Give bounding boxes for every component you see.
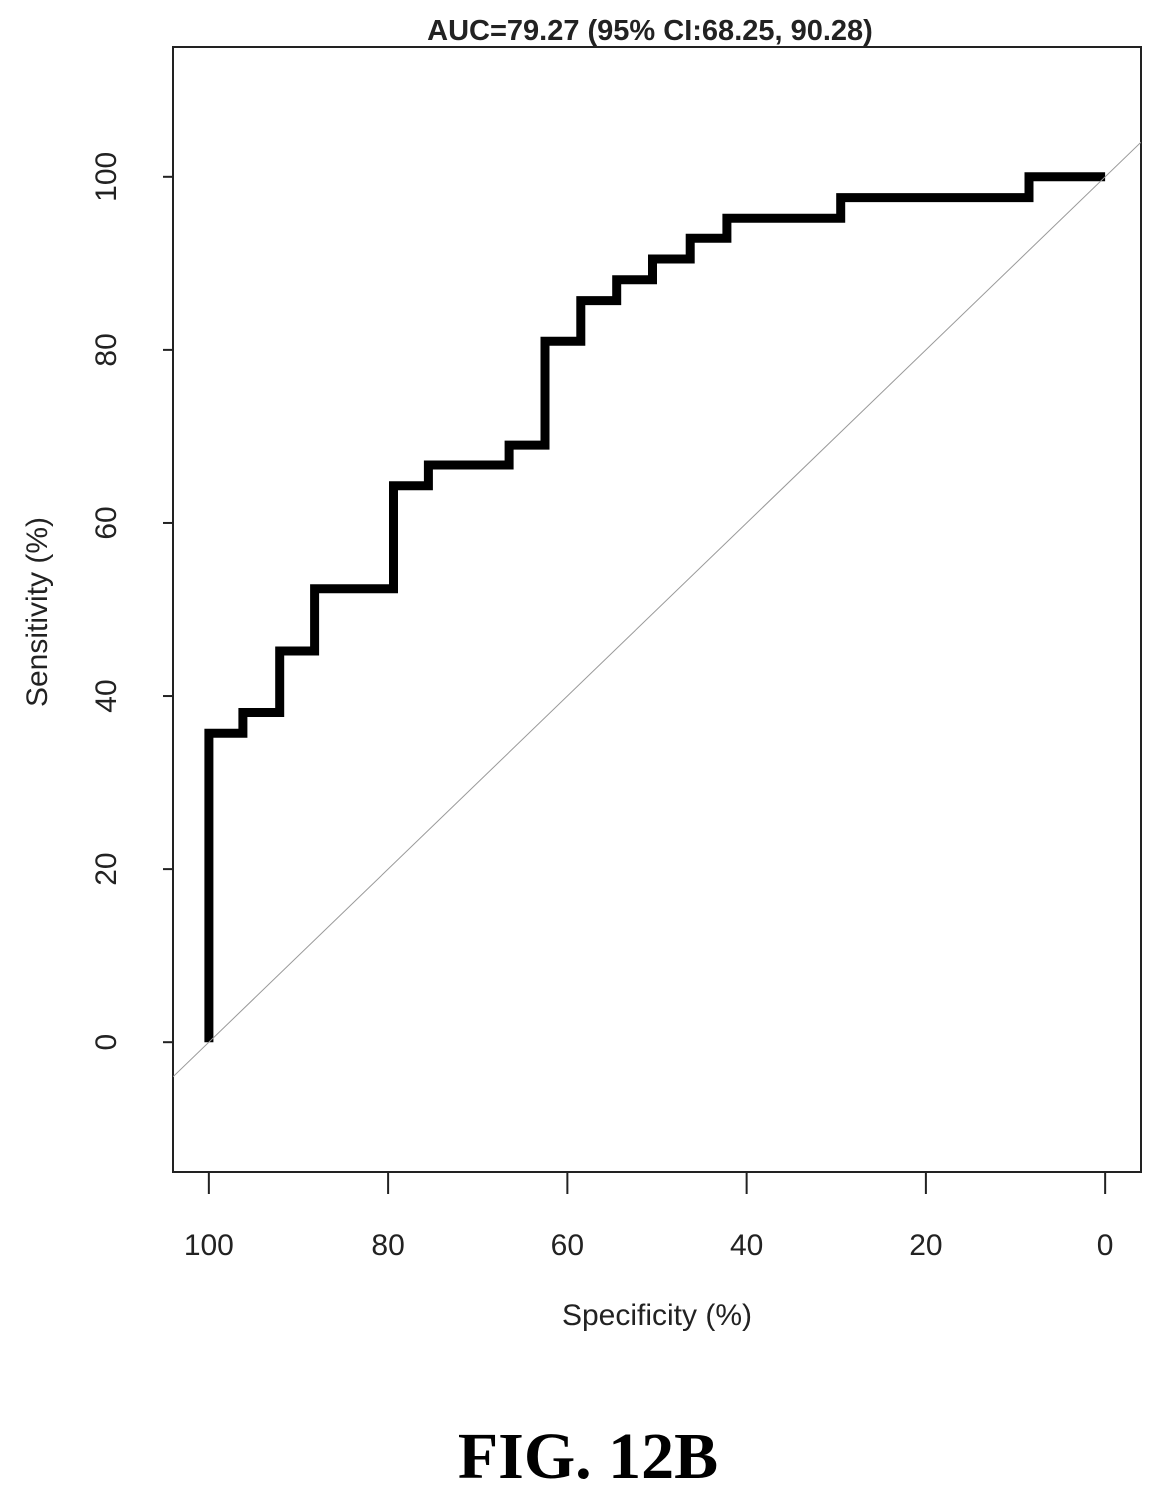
x-tick-label: 40 xyxy=(730,1229,763,1262)
x-tick-label: 100 xyxy=(184,1229,234,1262)
series-layer xyxy=(173,141,1141,1078)
y-tick-label: 40 xyxy=(90,679,123,712)
chart-title: AUC=79.27 (95% CI:68.25, 90.28) xyxy=(427,15,873,47)
y-axis: 0 20 40 60 80 100 xyxy=(90,152,173,1051)
roc-curve-line xyxy=(204,172,1106,1043)
y-tick-label: 80 xyxy=(90,333,123,366)
x-tick-label: 80 xyxy=(371,1229,404,1262)
x-tick-label: 20 xyxy=(909,1229,942,1262)
diagonal-reference-line xyxy=(173,141,1141,1078)
x-axis-title: Specificity (%) xyxy=(562,1299,752,1332)
x-tick-label: 0 xyxy=(1097,1229,1114,1262)
y-tick-label: 20 xyxy=(90,852,123,885)
x-axis: 100 80 60 40 20 0 xyxy=(184,1172,1114,1262)
y-tick-label: 60 xyxy=(90,506,123,539)
plot-area-frame xyxy=(172,46,1142,1173)
x-tick-label: 60 xyxy=(551,1229,584,1262)
y-axis-title: Sensitivity (%) xyxy=(21,517,54,707)
figure-caption: FIG. 12B xyxy=(458,1420,718,1489)
y-tick-label: 100 xyxy=(90,152,123,202)
y-tick-label: 0 xyxy=(90,1034,123,1051)
